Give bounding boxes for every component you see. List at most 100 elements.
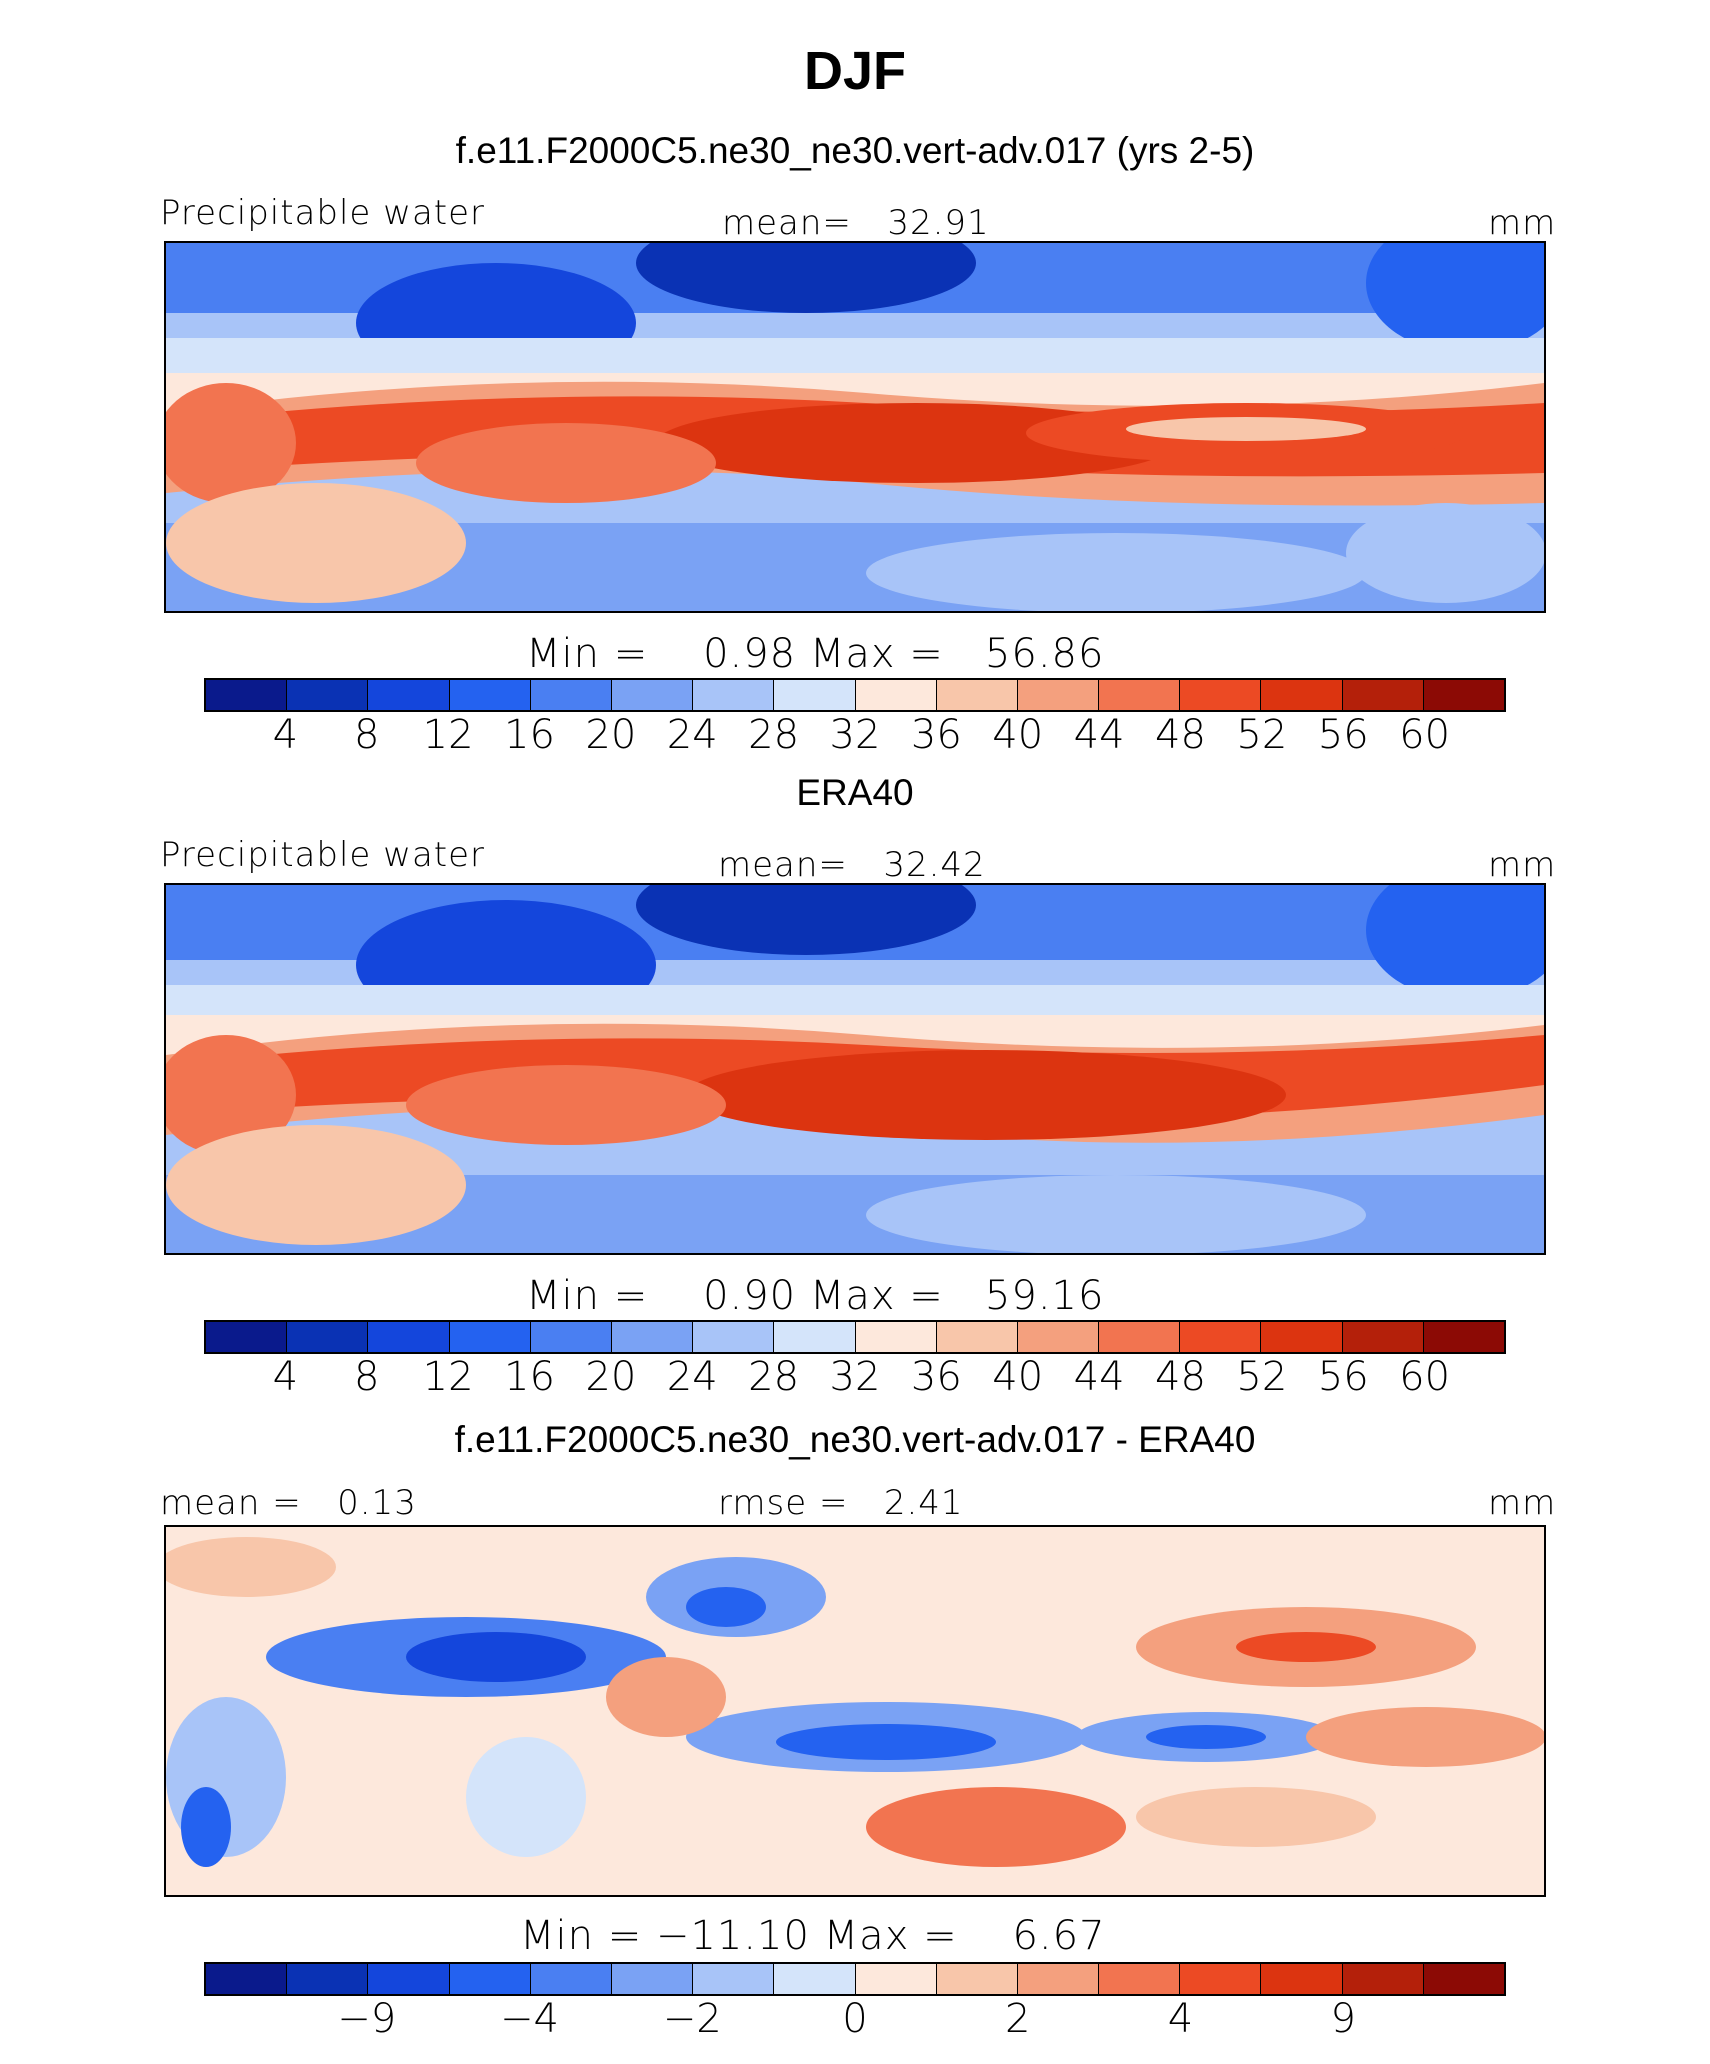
panel-2-map bbox=[164, 883, 1546, 1255]
colorbar-tick-label: 4 bbox=[272, 1354, 299, 1400]
panel-2-mean-label: mean= 32.42 bbox=[718, 845, 986, 885]
panel-3-colorbar bbox=[204, 1962, 1506, 1996]
colorbar-swatch bbox=[1342, 1964, 1424, 1994]
colorbar-swatch bbox=[611, 1964, 694, 1994]
colorbar-swatch bbox=[206, 1322, 288, 1352]
panel-1-colorbar-ticks: 4 8 12 16 20 24 28 32 36 40 44 48 52 56 60 bbox=[204, 712, 1506, 762]
panel-2-variable-label: Precipitable water bbox=[160, 835, 486, 875]
colorbar-tick-label: 40 bbox=[992, 1354, 1044, 1400]
colorbar-swatch bbox=[530, 1322, 612, 1352]
colorbar-tick-label: 32 bbox=[829, 1354, 881, 1400]
panel-3-title: f.e11.F2000C5.ne30_ne30.vert-adv.017 - E… bbox=[454, 1419, 1256, 1460]
colorbar-swatch bbox=[449, 1322, 531, 1352]
panel-3-units-label: mm bbox=[1488, 1483, 1557, 1523]
colorbar-swatch bbox=[855, 680, 937, 710]
colorbar-tick-label: 44 bbox=[1073, 712, 1125, 758]
panel-1-map bbox=[164, 241, 1546, 613]
colorbar-swatch bbox=[855, 1322, 937, 1352]
colorbar-swatch bbox=[206, 1964, 288, 1994]
colorbar-tick-label: 12 bbox=[422, 712, 474, 758]
colorbar-swatch bbox=[936, 680, 1018, 710]
colorbar-tick-label: 24 bbox=[666, 1354, 718, 1400]
colorbar-swatch bbox=[774, 1964, 856, 1994]
colorbar-swatch bbox=[449, 680, 531, 710]
panel-1-title: f.e11.F2000C5.ne30_ne30.vert-adv.017 (yr… bbox=[455, 130, 1255, 171]
colorbar-swatch bbox=[206, 680, 288, 710]
colorbar-swatch bbox=[287, 680, 369, 710]
figure-title: DJF bbox=[803, 41, 906, 101]
colorbar-swatch bbox=[1180, 1964, 1262, 1994]
colorbar-swatch bbox=[368, 1964, 450, 1994]
colorbar-swatch bbox=[530, 1964, 612, 1994]
colorbar-swatch bbox=[774, 1322, 856, 1352]
colorbar-swatch bbox=[287, 1322, 369, 1352]
colorbar-swatch bbox=[693, 1322, 775, 1352]
colorbar-tick-label: 16 bbox=[504, 1354, 555, 1400]
colorbar-tick-label: 52 bbox=[1236, 712, 1288, 758]
colorbar-swatch bbox=[1017, 680, 1100, 710]
panel-2-minmax: Min = 0.90 Max = 59.16 bbox=[526, 1273, 1105, 1319]
colorbar-swatch bbox=[1017, 1964, 1100, 1994]
colorbar-tick-label: 24 bbox=[666, 712, 718, 758]
colorbar-swatch bbox=[855, 1964, 937, 1994]
colorbar-swatch bbox=[1261, 1322, 1343, 1352]
colorbar-tick-label: 48 bbox=[1155, 712, 1206, 758]
colorbar-tick-label: 40 bbox=[992, 712, 1044, 758]
colorbar-swatch bbox=[1423, 1964, 1504, 1994]
colorbar-swatch bbox=[611, 1322, 694, 1352]
colorbar-tick-label: 36 bbox=[910, 712, 962, 758]
colorbar-tick-label: 4 bbox=[1167, 1996, 1194, 2042]
colorbar-tick-label: 20 bbox=[585, 712, 637, 758]
panel-3-colorbar-ticks: −9 −4 −2 0 2 4 9 bbox=[204, 1996, 1506, 2046]
colorbar-swatch bbox=[611, 680, 694, 710]
panel-3-mean-label: mean = 0.13 bbox=[160, 1483, 417, 1523]
colorbar-tick-label: 60 bbox=[1399, 1354, 1451, 1400]
colorbar-tick-label: −9 bbox=[337, 1996, 397, 2042]
colorbar-tick-label: 0 bbox=[842, 1996, 868, 2042]
colorbar-swatch bbox=[1099, 1964, 1181, 1994]
panel-1-minmax: Min = 0.98 Max = 56.86 bbox=[526, 631, 1105, 677]
colorbar-tick-label: 20 bbox=[585, 1354, 637, 1400]
colorbar-tick-label: 8 bbox=[354, 1354, 380, 1400]
colorbar-swatch bbox=[1423, 680, 1504, 710]
panel-1-variable-label: Precipitable water bbox=[160, 193, 486, 233]
panel-2-title: ERA40 bbox=[796, 772, 914, 813]
colorbar-tick-label: 44 bbox=[1073, 1354, 1125, 1400]
panel-1-colorbar bbox=[204, 678, 1506, 712]
colorbar-tick-label: 2 bbox=[1005, 1996, 1031, 2042]
colorbar-tick-label: 9 bbox=[1330, 1996, 1356, 2042]
colorbar-swatch bbox=[1180, 1322, 1262, 1352]
colorbar-swatch bbox=[936, 1964, 1018, 1994]
colorbar-tick-label: −4 bbox=[500, 1996, 559, 2042]
colorbar-tick-label: 12 bbox=[422, 1354, 474, 1400]
panel-2-colorbar-ticks: 4 8 12 16 20 24 28 32 36 40 44 48 52 56 60 bbox=[204, 1354, 1506, 1404]
panel-2-units-label: mm bbox=[1488, 845, 1557, 885]
panel-3-rmse-label: rmse = 2.41 bbox=[718, 1483, 964, 1523]
colorbar-swatch bbox=[449, 1964, 531, 1994]
colorbar-swatch bbox=[368, 1322, 450, 1352]
colorbar-swatch bbox=[1180, 680, 1262, 710]
panel-1-units-label: mm bbox=[1488, 203, 1557, 243]
colorbar-tick-label: 32 bbox=[829, 712, 881, 758]
colorbar-swatch bbox=[693, 680, 775, 710]
colorbar-tick-label: 52 bbox=[1236, 1354, 1288, 1400]
panel-3-map bbox=[164, 1525, 1546, 1897]
colorbar-swatch bbox=[693, 1964, 775, 1994]
colorbar-tick-label: −2 bbox=[662, 1996, 722, 2042]
colorbar-tick-label: 56 bbox=[1317, 712, 1369, 758]
panel-2-colorbar bbox=[204, 1320, 1506, 1354]
colorbar-tick-label: 60 bbox=[1399, 712, 1451, 758]
panel-1-mean-label: mean= 32.91 bbox=[722, 203, 990, 243]
colorbar-swatch bbox=[1342, 680, 1424, 710]
colorbar-tick-label: 56 bbox=[1317, 1354, 1369, 1400]
colorbar-swatch bbox=[287, 1964, 369, 1994]
colorbar-swatch bbox=[936, 1322, 1018, 1352]
colorbar-tick-label: 36 bbox=[910, 1354, 962, 1400]
colorbar-swatch bbox=[1261, 680, 1343, 710]
colorbar-swatch bbox=[530, 680, 612, 710]
colorbar-tick-label: 28 bbox=[748, 1354, 800, 1400]
colorbar-tick-label: 28 bbox=[748, 712, 800, 758]
colorbar-swatch bbox=[1099, 680, 1181, 710]
colorbar-tick-label: 8 bbox=[354, 712, 380, 758]
colorbar-tick-label: 16 bbox=[504, 712, 555, 758]
